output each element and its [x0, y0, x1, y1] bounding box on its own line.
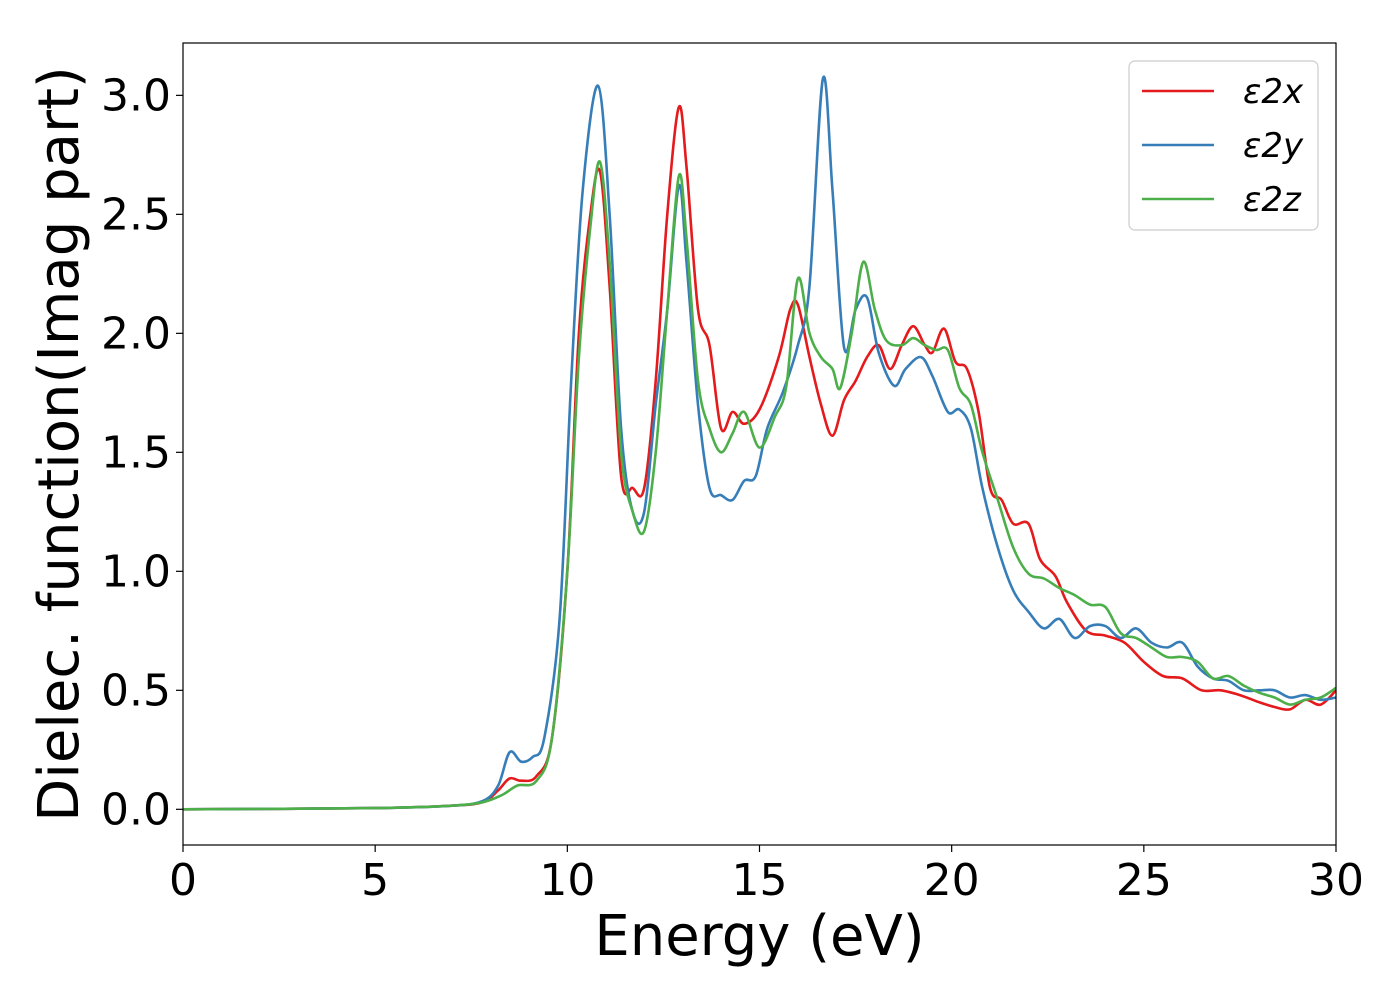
x-tick-label: 0	[169, 855, 197, 906]
series-line-0	[182, 104, 1337, 811]
x-tick-label: 5	[361, 855, 389, 906]
y-tick-label: 2.0	[101, 308, 171, 359]
legend-box	[1128, 60, 1319, 231]
x-tick-label: 30	[1308, 855, 1364, 906]
x-tick-label: 20	[924, 855, 980, 906]
y-tick-label: 3.0	[101, 70, 171, 121]
y-tick-label: 2.5	[101, 189, 171, 240]
legend-label: ε2x	[1243, 72, 1304, 112]
y-tick-label: 1.5	[101, 427, 171, 478]
y-axis: 0.0 0.5 1.0 1.5 2.0 2.5 3.0	[101, 70, 183, 835]
x-tick-label: 10	[539, 855, 595, 906]
legend: ε2x ε2y ε2z	[1128, 60, 1319, 231]
x-axis-title: Energy (eV)	[594, 904, 924, 969]
series-line-1	[182, 75, 1337, 811]
x-tick-label: 25	[1116, 855, 1172, 906]
legend-label: ε2z	[1243, 180, 1302, 220]
y-tick-label: 1.0	[101, 546, 171, 597]
y-tick-label: 0.5	[101, 665, 171, 716]
series-layer	[182, 75, 1337, 811]
y-tick-label: 0.0	[101, 784, 171, 835]
series-line-2	[182, 160, 1337, 811]
legend-label: ε2y	[1243, 126, 1304, 166]
y-axis-title: Dielec. function(Imag part)	[27, 66, 92, 822]
x-tick-label: 15	[732, 855, 788, 906]
x-axis: 0 5 10 15 20 25 30	[169, 845, 1364, 906]
